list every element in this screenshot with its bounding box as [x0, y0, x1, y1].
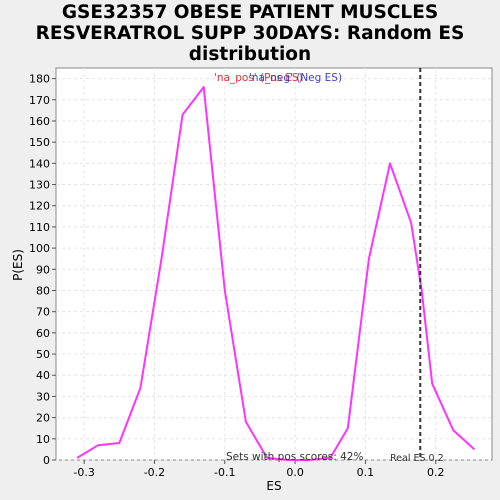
x-tick-label: 0.1 — [357, 466, 375, 479]
y-tick-label: 0 — [43, 454, 50, 467]
y-tick-label: 30 — [36, 390, 50, 403]
series-line — [76, 86, 476, 461]
y-tick-label: 10 — [36, 433, 50, 446]
y-tick-label: 40 — [36, 369, 50, 382]
y-tick-label: 90 — [36, 263, 50, 276]
y-axis-label: P(ES) — [11, 249, 25, 281]
y-tick-label: 50 — [36, 348, 50, 361]
y-tick-label: 60 — [36, 327, 50, 340]
y-tick-label: 100 — [29, 242, 50, 255]
y-tick-label: 20 — [36, 412, 50, 425]
x-tick-label: 0.0 — [286, 466, 304, 479]
legend-entry-neg: 'na_neg' (Neg ES) — [249, 72, 342, 84]
grid-lines — [56, 68, 492, 461]
plot-area — [55, 67, 493, 461]
x-axis-label: ES — [266, 479, 281, 493]
y-tick-label: 160 — [29, 115, 50, 128]
y-tick-label: 180 — [29, 73, 50, 86]
chart-title-line-2: RESVERATROL SUPP 30DAYS: Random ES — [35, 23, 465, 44]
y-tick-label: 150 — [29, 136, 50, 149]
pos-scores-annotation: Sets with pos scores: 42% — [226, 451, 363, 463]
y-tick-label: 140 — [29, 157, 50, 170]
x-tick-label: -0.1 — [214, 466, 235, 479]
series-marks — [76, 68, 476, 461]
y-tick-label: 110 — [29, 221, 50, 234]
chart-title-line-3: distribution — [188, 44, 312, 65]
x-tick-label: -0.2 — [144, 466, 165, 479]
x-tick-label: -0.3 — [73, 466, 94, 479]
y-tick-label: 80 — [36, 284, 50, 297]
y-tick-label: 130 — [29, 179, 50, 192]
x-tick-label: 0.2 — [427, 466, 445, 479]
chart-title-line-1: GSE32357 OBESE PATIENT MUSCLES — [61, 2, 439, 23]
legend-entry-pos: 'na_pos' (Pos ES) — [214, 72, 303, 84]
y-tick-label: 170 — [29, 94, 50, 107]
chart-title: GSE32357 OBESE PATIENT MUSCLES RESVERATR… — [0, 2, 500, 65]
real-es-annotation: Real ES 0.2 — [390, 453, 444, 464]
y-tick-label: 70 — [36, 306, 50, 319]
y-tick-label: 120 — [29, 200, 50, 213]
axes: 0 10 20 30 40 50 60 70 80 90 100 110 120 130 140 150 160… — [29, 73, 444, 479]
